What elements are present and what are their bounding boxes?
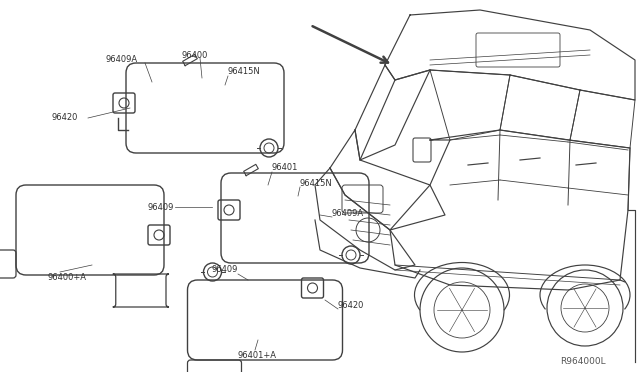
Text: 96415N: 96415N <box>300 179 333 187</box>
Text: 96401+A: 96401+A <box>238 350 277 359</box>
Text: 96400+A: 96400+A <box>48 273 87 282</box>
Text: 96409A: 96409A <box>332 208 364 218</box>
Text: 96400: 96400 <box>182 51 209 60</box>
Text: 96420: 96420 <box>52 113 78 122</box>
Text: 96420: 96420 <box>338 301 364 310</box>
Text: 96409A: 96409A <box>105 55 137 64</box>
Text: 96401: 96401 <box>272 164 298 173</box>
Text: 96409: 96409 <box>212 266 238 275</box>
Text: 96415N: 96415N <box>228 67 260 77</box>
Text: 96409: 96409 <box>148 202 174 212</box>
Text: R964000L: R964000L <box>560 357 605 366</box>
